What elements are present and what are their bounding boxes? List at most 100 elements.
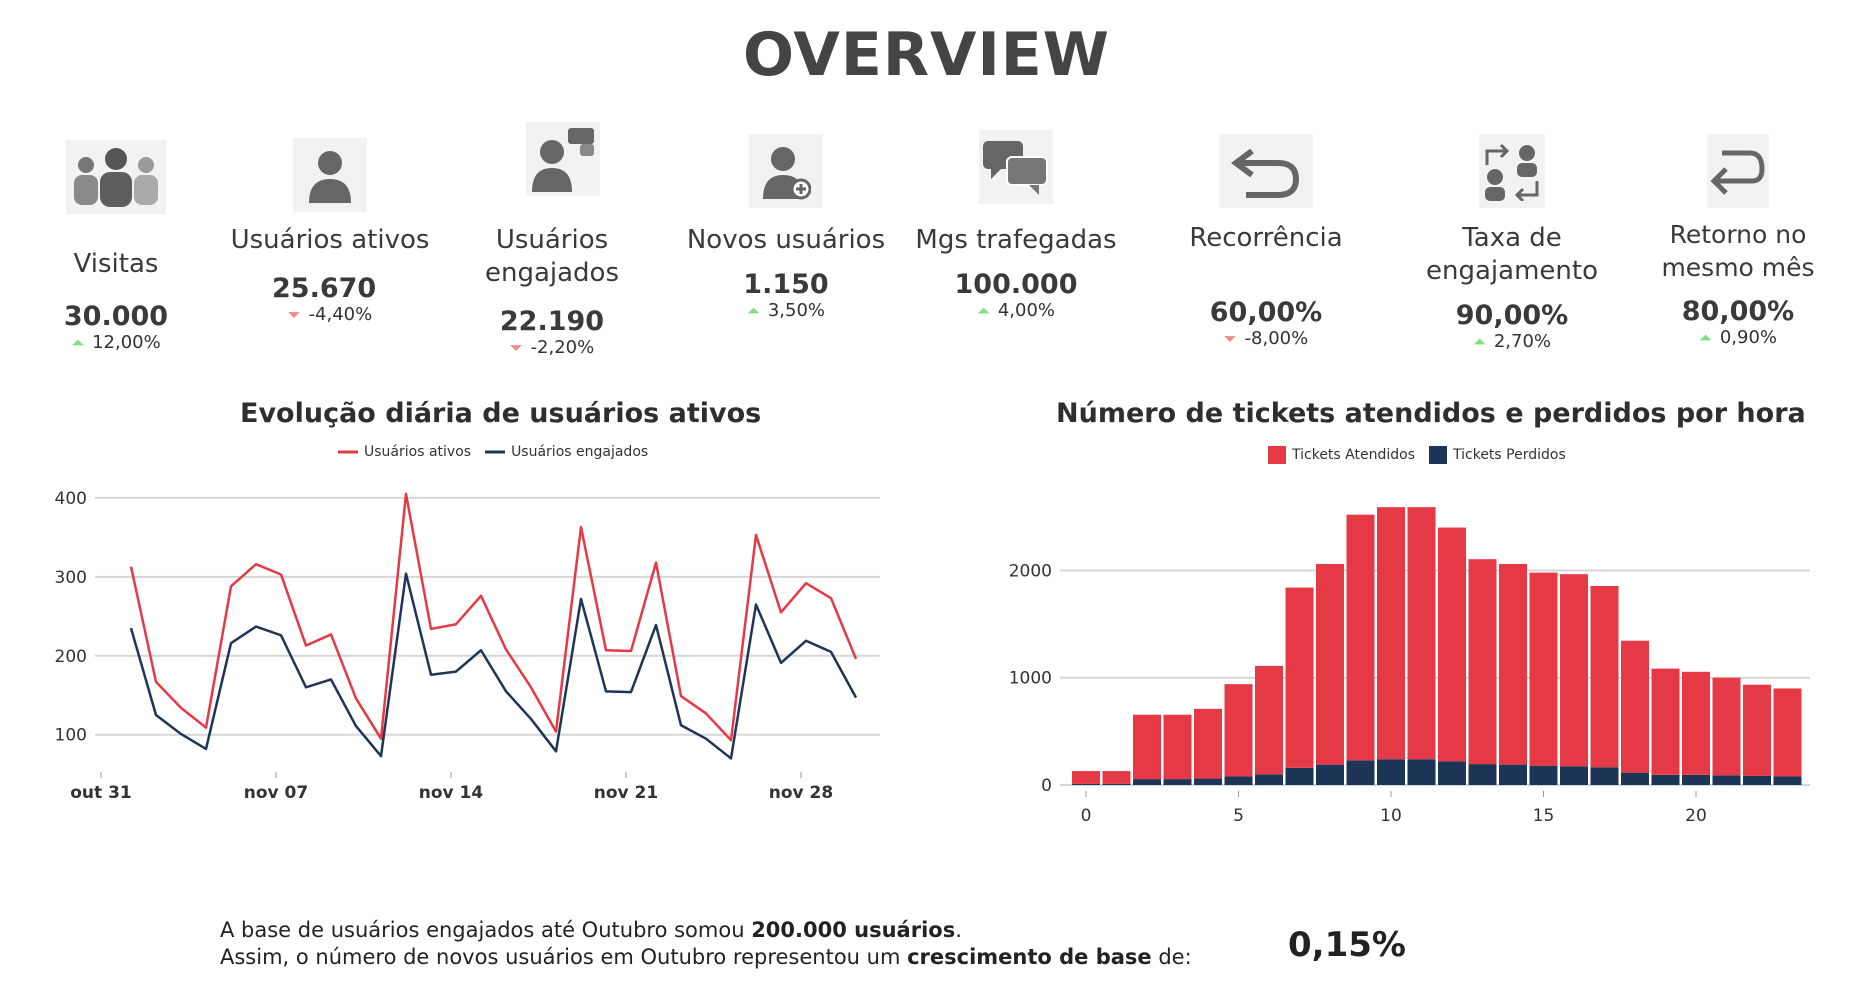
y-tick-label: 200	[55, 647, 87, 667]
kpi-taxa-engajamento: Taxa de engajamento 90,00% ⏶ 2,70%	[1402, 134, 1622, 352]
kpi-value: 100.000	[954, 269, 1078, 300]
trend-up-icon: ⏶	[71, 332, 85, 352]
bar-lost	[1072, 783, 1100, 785]
kpi-delta: ⏶ 12,00%	[71, 332, 161, 353]
footer-line-1: A base de usuários engajados até Outubro…	[220, 918, 962, 942]
legend-item[interactable]: Usuários ativos	[338, 444, 472, 460]
bar-lost	[1590, 767, 1619, 785]
kpi-usuarios-engajados: Usuários engajados 22.190 ⏷ -2,20%	[442, 122, 662, 358]
people-group-icon	[66, 140, 166, 214]
kpi-delta: ⏷ -8,00%	[1223, 328, 1309, 349]
bar-lost	[1773, 776, 1802, 785]
kpi-mgs-trafegadas: Mgs trafegadas 100.000 ⏶ 4,00%	[906, 130, 1126, 321]
bar-attended	[1438, 527, 1466, 762]
bar-chart[interactable]: 0 1000 2000 0 5 10 15 20	[960, 470, 1840, 830]
user-icon	[293, 138, 367, 212]
bar-attended	[1560, 574, 1588, 767]
trend-down-icon: ⏷	[287, 304, 301, 324]
bar-attended	[1773, 688, 1802, 777]
bar-lost	[1163, 779, 1192, 785]
kpi-value: 60,00%	[1209, 297, 1323, 328]
bar-attended	[1377, 507, 1405, 760]
kpi-delta: ⏷ -4,40%	[287, 304, 373, 325]
kpi-delta: ⏶ 2,70%	[1473, 331, 1551, 352]
kpi-recorrencia: Recorrência 60,00% ⏷ -8,00%	[1156, 134, 1376, 349]
legend-item[interactable]: Tickets Perdidos	[1429, 446, 1566, 464]
line-chart[interactable]: 100 200 300 400 out 31 nov 07 nov 14 nov 21 nov …	[40, 470, 920, 830]
bar-attended	[1316, 564, 1344, 765]
x-tick-label: nov 14	[419, 783, 484, 803]
bar-attended	[1255, 665, 1283, 775]
bar-lost	[1102, 783, 1131, 785]
footer-line-2: Assim, o número de novos usuários em Out…	[220, 945, 1192, 969]
kpi-usuarios-ativos: Usuários ativos 25.670 ⏷ -4,40%	[220, 138, 440, 325]
trend-down-icon: ⏷	[509, 337, 523, 357]
x-tick-label: 15	[1533, 806, 1555, 826]
kpi-value: 80,00%	[1681, 296, 1795, 327]
bar-lost	[1621, 772, 1649, 785]
legend-item[interactable]: Usuários engajados	[485, 444, 649, 460]
kpi-label: Usuários ativos	[230, 225, 430, 255]
kpi-label: Taxa de engajamento	[1426, 223, 1598, 286]
kpi-value: 22.190	[499, 306, 605, 337]
trend-up-icon: ⏶	[747, 300, 760, 320]
bar-attended	[1194, 708, 1222, 779]
kpi-label: Visitas	[73, 249, 159, 279]
kpi-novos-usuarios: Novos usuários 1.150 ⏶ 3,50%	[676, 134, 896, 321]
kpi-value: 30.000	[63, 301, 169, 332]
y-tick-label: 400	[55, 489, 87, 509]
bar-lost	[1194, 778, 1222, 785]
bar-lost	[1560, 766, 1588, 785]
line-chart-title: Evolução diária de usuários ativos	[240, 398, 762, 429]
bar-attended	[1072, 771, 1100, 784]
bar-lost	[1133, 779, 1161, 785]
x-tick-label: 20	[1685, 806, 1707, 826]
footer-text: A base de usuários engajados até Outubro…	[220, 917, 1192, 971]
bar-chart-legend: Tickets Atendidos Tickets Perdidos	[1268, 446, 1566, 464]
x-tick-label: 10	[1380, 806, 1402, 826]
bar-attended	[1102, 771, 1131, 784]
y-tick-label: 300	[55, 568, 87, 588]
kpi-label: Usuários engajados	[484, 225, 620, 288]
bar-lost	[1224, 776, 1253, 785]
chat-bubbles-icon	[979, 130, 1053, 204]
trend-up-icon: ⏶	[1473, 331, 1486, 351]
kpi-delta: ⏶ 4,00%	[977, 300, 1055, 321]
kpi-delta: ⏶ 3,50%	[747, 300, 825, 321]
bar-lost	[1712, 775, 1741, 785]
bar-lost	[1468, 764, 1497, 785]
kpi-visitas: Visitas 30.000 ⏶ 12,00%	[6, 140, 226, 353]
bar-lost	[1255, 774, 1283, 785]
x-tick-label: nov 07	[244, 783, 308, 803]
bar-attended	[1224, 684, 1253, 777]
trend-up-icon: ⏶	[1699, 327, 1712, 347]
kpi-label: Recorrência	[1189, 223, 1343, 253]
page-title: OVERVIEW	[743, 20, 1110, 90]
x-tick-label: nov 28	[769, 783, 833, 803]
bar-lost	[1499, 764, 1527, 785]
u-turn-arrow-icon	[1707, 134, 1769, 208]
user-chat-icon	[526, 122, 600, 196]
bar-attended	[1743, 684, 1771, 776]
bar-attended	[1346, 514, 1375, 761]
kpi-label: Retorno no mesmo mês	[1661, 220, 1815, 282]
bar-attended	[1682, 671, 1710, 775]
trend-down-icon: ⏷	[1223, 328, 1237, 348]
series-line	[129, 492, 858, 742]
bar-attended	[1621, 640, 1649, 773]
y-tick-label: 1000	[1009, 669, 1052, 689]
bar-chart-title: Número de tickets atendidos e perdidos p…	[1056, 398, 1806, 429]
kpi-value: 1.150	[743, 269, 829, 300]
bar-attended	[1407, 507, 1436, 760]
legend-item[interactable]: Tickets Atendidos	[1268, 446, 1415, 464]
exchange-users-icon	[1479, 134, 1545, 208]
bar-attended	[1468, 559, 1497, 765]
kpi-label: Mgs trafegadas	[915, 225, 1117, 255]
return-arrow-icon	[1219, 134, 1313, 208]
bar-attended	[1712, 677, 1741, 776]
bar-attended	[1529, 572, 1558, 766]
series-line	[129, 572, 858, 760]
bar-attended	[1499, 564, 1527, 765]
kpi-label: Novos usuários	[686, 225, 886, 255]
trend-up-icon: ⏶	[977, 300, 990, 320]
